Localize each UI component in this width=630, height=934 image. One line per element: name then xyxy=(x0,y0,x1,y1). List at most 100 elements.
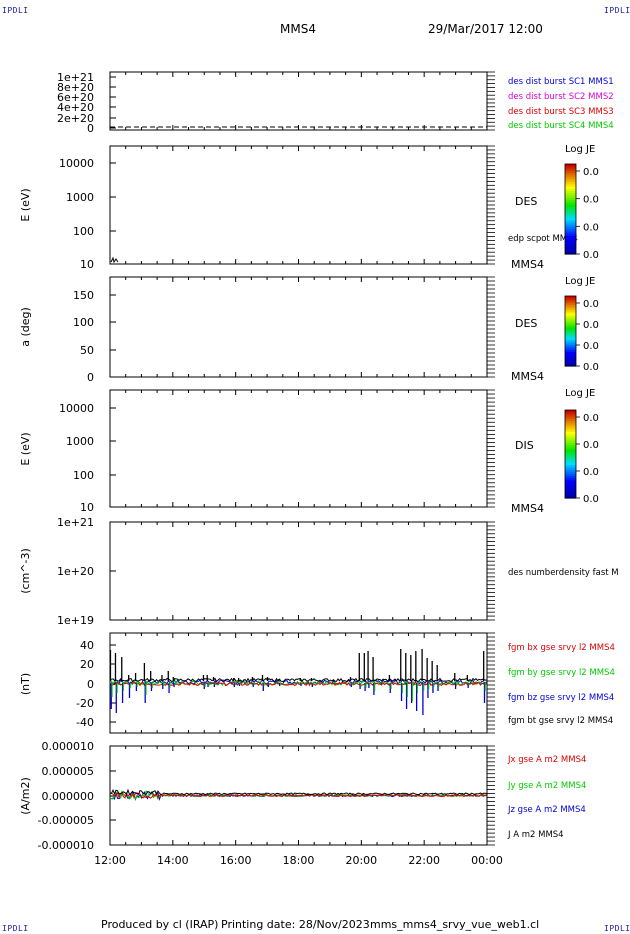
colorbar-2-segment xyxy=(565,359,576,362)
colorbar-3-segment xyxy=(565,451,576,455)
panel2-y-tick-label: 1000 xyxy=(66,191,94,204)
colorbar-2-tick-label: 0.0 xyxy=(583,341,599,352)
panel7-legend-entry: Jx gse A m2 MMS4 xyxy=(507,755,586,765)
panel1-y-tick-label: 6e+20 xyxy=(57,91,94,104)
colorbar-2-segment xyxy=(565,346,576,350)
colorbar-3-segment xyxy=(565,462,576,466)
panel7-legend-entry: J A m2 MMS4 xyxy=(507,830,564,840)
panel7-y-axis-label: (A/m2) xyxy=(19,777,32,815)
colorbar-1-segment xyxy=(565,211,576,215)
panel1-y-tick-label: 0 xyxy=(87,122,94,135)
panel4-frame xyxy=(109,389,488,508)
colorbar-1-segment xyxy=(565,233,576,237)
colorbar-3-segment xyxy=(565,410,576,413)
colorbar-1-segment xyxy=(565,251,576,255)
colorbar-2-segment xyxy=(565,357,576,360)
panel7-legend-entry: Jz gse A m2 MMS4 xyxy=(507,805,586,815)
panel5-y-axis-label: (cm^-3) xyxy=(19,548,32,594)
colorbar-1-segment xyxy=(565,200,576,203)
colorbar-3-frame xyxy=(564,409,577,499)
colorbar-1-title: Log JE xyxy=(565,144,595,155)
colorbar-2-segment xyxy=(565,362,576,365)
panel1-legend-entry: des dist burst SC4 MMS4 xyxy=(508,121,614,131)
colorbar-1-segment xyxy=(565,186,576,190)
colorbar-3-tick-label: 0.0 xyxy=(583,467,599,478)
colorbar-1-segment xyxy=(565,218,576,221)
panel7-j-trace xyxy=(110,788,487,796)
colorbar-3-segment xyxy=(565,443,576,446)
colorbar-1-segment xyxy=(565,249,576,253)
colorbar-1-segment xyxy=(565,245,576,248)
panel4-y-tick-label: 10 xyxy=(80,501,94,514)
colorbar-1-segment xyxy=(565,229,576,233)
x-tick-label: 20:00 xyxy=(345,854,377,867)
panel6-y-tick-label: 0 xyxy=(87,678,94,691)
colorbar-1-segment xyxy=(565,195,576,199)
panel2-y-tick-label: 10 xyxy=(80,258,94,271)
colorbar-3-segment xyxy=(565,471,576,475)
colorbar-2-segment xyxy=(565,327,576,330)
panel2-instrument-label: DES xyxy=(515,195,537,208)
colorbar-3-segment xyxy=(565,460,576,464)
colorbar-3-tick-label: 0.0 xyxy=(583,440,599,451)
panel2-secondary-label: edp scpot MMS4 xyxy=(508,234,578,244)
colorbar-1-segment xyxy=(565,236,576,239)
panel7-y-tick-label: 0.000005 xyxy=(42,765,95,778)
colorbar-3-segment xyxy=(565,493,576,497)
panel7-y-tick-label: -0.000010 xyxy=(38,839,94,852)
colorbar-3-segment xyxy=(565,449,576,453)
colorbar-1-segment xyxy=(565,202,576,206)
panel3-y-tick-label: 150 xyxy=(73,289,94,302)
colorbar-2-segment xyxy=(565,341,576,344)
spacecraft-title: MMS4 xyxy=(280,22,316,36)
colorbar-2-segment xyxy=(565,338,576,341)
colorbar-2-segment xyxy=(565,311,576,315)
colorbar-1-segment xyxy=(565,240,576,244)
colorbar-3-segment xyxy=(565,434,576,437)
colorbar-2-segment xyxy=(565,325,576,329)
colorbar-2-segment xyxy=(565,345,576,348)
panel6-legend-entry: fgm by gse srvy l2 MMS4 xyxy=(508,668,615,678)
colorbar-3-segment xyxy=(565,465,576,468)
x-tick-label: 22:00 xyxy=(408,854,440,867)
colorbar-1-segment xyxy=(565,204,576,208)
colorbar-1-segment xyxy=(565,166,576,170)
colorbar-1-segment xyxy=(565,222,576,226)
colorbar-2-segment xyxy=(565,331,576,334)
panel7-y-tick-label: 0.000010 xyxy=(42,740,95,753)
datetime-title: 29/Mar/2017 12:00 xyxy=(428,22,543,36)
panel3-instrument-label: DES xyxy=(515,317,537,330)
colorbar-1-segment xyxy=(565,215,576,219)
colorbar-3-segment xyxy=(565,489,576,492)
panel2-spacecraft-label: MMS4 xyxy=(511,258,544,271)
panel6-bt-trace xyxy=(109,677,487,683)
colorbar-1-segment xyxy=(565,227,576,230)
colorbar-2-segment xyxy=(565,334,576,337)
panel6-legend-entry: fgm bz gse srvy l2 MMS4 xyxy=(508,693,614,703)
colorbar-3-segment xyxy=(565,440,576,444)
colorbar-2-segment xyxy=(565,315,576,318)
panel1-y-tick-label: 2e+20 xyxy=(57,112,94,125)
panel1-legend-entry: des dist burst SC1 MMS1 xyxy=(508,77,614,87)
x-tick-label: 12:00 xyxy=(94,854,126,867)
colorbar-1-segment xyxy=(565,224,576,228)
panel2-y-tick-label: 100 xyxy=(73,225,94,238)
colorbar-1-segment xyxy=(565,170,576,174)
panel7-jx-trace xyxy=(109,791,487,800)
panel3-y-tick-label: 0 xyxy=(87,371,94,384)
panel3-frame xyxy=(109,276,488,378)
colorbar-3-segment xyxy=(565,414,576,418)
colorbar-2-tick-label: 0.0 xyxy=(583,299,599,310)
colorbar-2-segment xyxy=(565,332,576,336)
colorbar-3-segment xyxy=(565,491,576,495)
colorbar-1-segment xyxy=(565,231,576,235)
colorbar-1-segment xyxy=(565,220,576,224)
colorbar-1-segment xyxy=(565,242,576,246)
colorbar-3-segment xyxy=(565,418,576,422)
colorbar-1-frame xyxy=(564,163,577,255)
colorbar-2-segment xyxy=(565,322,576,325)
panel3-y-tick-label: 100 xyxy=(73,316,94,329)
colorbar-3-segment xyxy=(565,454,576,457)
panel6-y-tick-label: 40 xyxy=(80,639,94,652)
colorbar-1-segment xyxy=(565,209,576,212)
